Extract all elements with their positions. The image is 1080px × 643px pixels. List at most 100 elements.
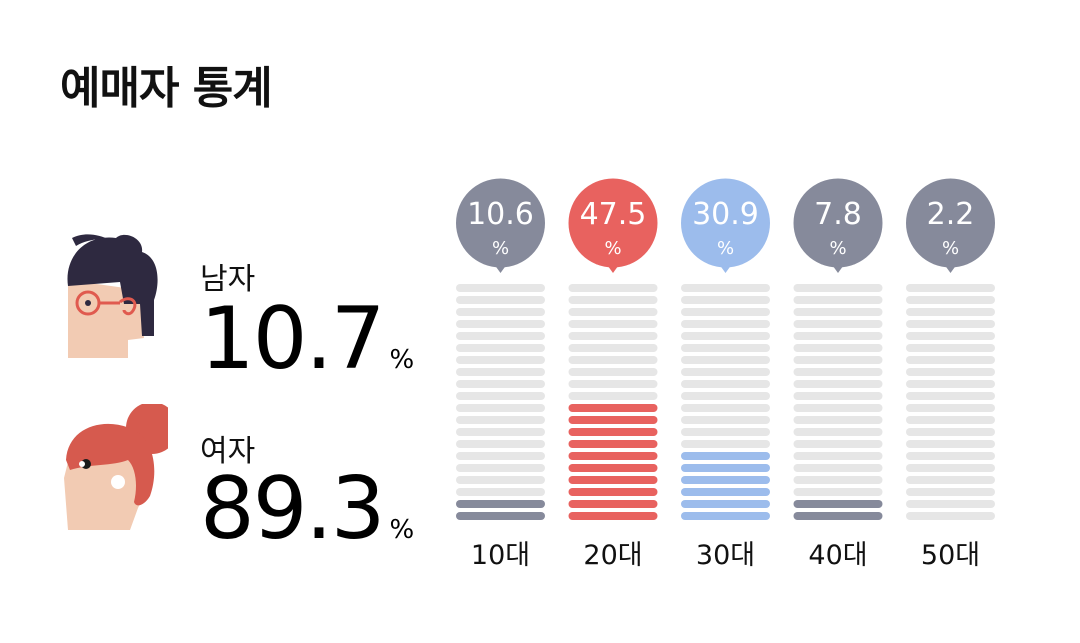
data-label: 7.8: [814, 197, 862, 232]
bar-segment-empty: [906, 380, 995, 388]
bar-segment-empty: [568, 356, 658, 364]
bar-segment-empty: [456, 440, 545, 448]
value-bubble: 2.2%: [906, 178, 995, 273]
bar-segment-filled: [568, 428, 658, 436]
bar-segment-empty: [793, 332, 883, 340]
bubble-circle: [793, 178, 883, 268]
bar-segment-empty: [568, 320, 658, 328]
value-bubble: 30.9%: [681, 178, 770, 273]
bar-segment-empty: [793, 464, 883, 472]
bar-segment-filled: [793, 500, 883, 508]
male-avatar-icon: [67, 234, 158, 358]
bar-segment-empty: [906, 356, 995, 364]
data-label: 47.5: [580, 197, 647, 232]
bar-segment-empty: [906, 416, 995, 424]
bar-segment-empty: [793, 380, 883, 388]
bar-segment-empty: [681, 392, 770, 400]
value-bubble: 47.5%: [568, 178, 658, 273]
bar-segment-empty: [793, 308, 883, 316]
bar-segment-empty: [906, 476, 995, 484]
bar-segment-empty: [568, 380, 658, 388]
bar-segment-empty: [456, 284, 545, 292]
bar-segment-empty: [456, 476, 545, 484]
bar-segment-empty: [681, 284, 770, 292]
value-bubble: 7.8%: [793, 178, 883, 273]
bar-segment-empty: [568, 392, 658, 400]
bar-segment-empty: [681, 416, 770, 424]
bar-segment-empty: [681, 296, 770, 304]
data-label: 10.6: [467, 197, 534, 232]
bubble-pointer: [942, 262, 959, 273]
bar-segment-empty: [456, 356, 545, 364]
male-label: 남자: [200, 262, 256, 297]
bar-segment-empty: [681, 308, 770, 316]
bar-segment-empty: [681, 332, 770, 340]
bar-segment-filled: [568, 464, 658, 472]
male-unit: %: [389, 345, 415, 375]
bar-3: 30.9% 30대: [681, 178, 770, 571]
bar-segment-empty: [568, 344, 658, 352]
bar-segment-empty: [681, 368, 770, 376]
bar-segment-empty: [456, 380, 545, 388]
bar-segment-empty: [568, 284, 658, 292]
bar-segment-filled: [456, 500, 545, 508]
bar-2: 47.5% 20대: [568, 178, 658, 571]
bubble-pointer: [605, 262, 621, 273]
bar-segment-filled: [568, 452, 658, 460]
male-value: 10.7: [200, 289, 385, 389]
bar-segment-empty: [681, 440, 770, 448]
bar-segment-empty: [793, 284, 883, 292]
bar-segment-empty: [456, 416, 545, 424]
bar-segment-empty: [456, 320, 545, 328]
bar-segment-empty: [793, 356, 883, 364]
bar-segment-empty: [568, 308, 658, 316]
bar-5: 2.2% 50대: [906, 178, 995, 571]
bar-segment-empty: [681, 356, 770, 364]
female-label: 여자: [200, 434, 256, 469]
bar-segment-empty: [568, 332, 658, 340]
bar-segment-empty: [906, 296, 995, 304]
bar-segment-empty: [456, 308, 545, 316]
bar-segment-empty: [906, 332, 995, 340]
bar-segment-filled: [568, 512, 658, 520]
category-label: 20대: [583, 540, 642, 571]
category-label: 30대: [696, 540, 755, 571]
bar-segment-filled: [568, 488, 658, 496]
bar-segment-filled: [456, 512, 545, 520]
bar-segment-filled: [568, 500, 658, 508]
bar-segment-empty: [793, 404, 883, 412]
bar-segment-filled: [681, 512, 770, 520]
bar-segment-empty: [906, 512, 995, 520]
bar-segment-empty: [906, 308, 995, 316]
data-label-unit: %: [829, 238, 846, 259]
bar-segment-filled: [568, 476, 658, 484]
bar-segment-empty: [456, 464, 545, 472]
bar-segment-filled: [568, 404, 658, 412]
female-percentage: 89.3%: [200, 466, 414, 552]
bar-segment-empty: [793, 488, 883, 496]
female-avatar-icon: [64, 404, 168, 530]
bar-segment-empty: [793, 368, 883, 376]
bar-segment-empty: [906, 464, 995, 472]
bar-segment-filled: [681, 476, 770, 484]
bar-segment-empty: [906, 344, 995, 352]
bar-segment-empty: [681, 404, 770, 412]
bar-segment-filled: [793, 512, 883, 520]
bar-segment-empty: [906, 284, 995, 292]
category-label: 10대: [471, 540, 530, 571]
bar-segment-empty: [456, 344, 545, 352]
bar-segment-empty: [793, 440, 883, 448]
bar-segment-empty: [793, 296, 883, 304]
page-title: 예매자 통계: [60, 63, 273, 114]
bubble-circle: [906, 178, 995, 268]
value-bubble: 10.6%: [456, 178, 545, 273]
data-label-unit: %: [717, 238, 734, 259]
bar-segment-empty: [681, 320, 770, 328]
bar-segment-empty: [793, 428, 883, 436]
bar-segment-empty: [906, 452, 995, 460]
bar-segment-empty: [906, 320, 995, 328]
bar-segment-empty: [793, 392, 883, 400]
bar-segment-empty: [906, 428, 995, 436]
bar-segment-empty: [456, 332, 545, 340]
